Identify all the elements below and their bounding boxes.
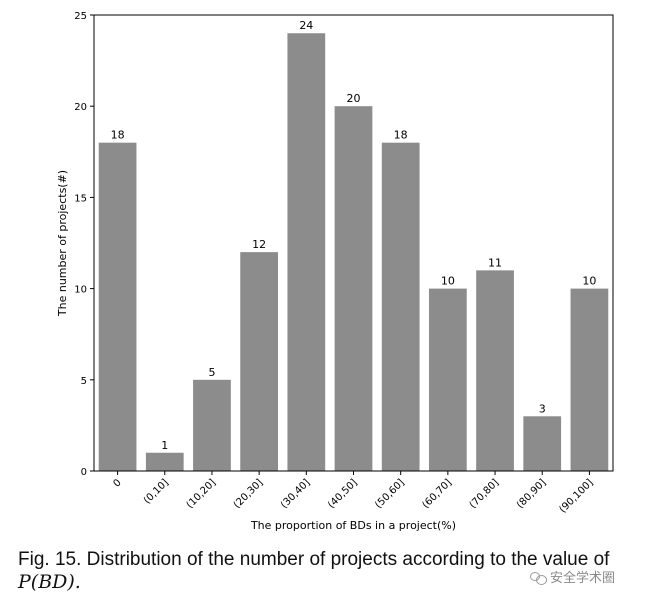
bar-value-label: 3 [539,402,546,415]
y-tick-label: 5 [81,376,87,387]
x-tick-label: 0 [111,477,123,489]
x-axis: 0 (0,10] (10,20] (20,30] (30,40] (40,50] (50,6… [111,471,596,515]
x-tick-label: (90,100] [557,477,595,515]
x-tick-label: (70,80] [468,477,502,511]
x-tick-label: (10,20] [185,477,219,511]
caption-text: Fig. 15. Distribution of the number of p… [18,549,610,570]
bar-value-label: 10 [441,275,455,288]
y-axis-label: The number of projects(#) [56,170,69,317]
y-tick-label: 20 [74,102,87,113]
bar-value-label: 10 [582,275,596,288]
x-axis-label: The proportion of BDs in a project(%) [250,519,456,532]
bar [240,252,279,471]
x-tick-label: (50,60] [373,477,407,511]
bar [381,142,420,471]
y-axis: 0 5 10 15 20 25 [74,11,94,478]
bar-value-label: 18 [394,129,408,142]
bar-value-label: 1 [161,439,168,452]
bar [523,416,562,471]
y-tick-label: 25 [74,11,87,22]
y-tick-label: 10 [74,285,87,296]
bar-value-label: 18 [111,129,125,142]
plot-frame [93,14,614,472]
x-tick-label: (0,10] [142,477,171,506]
x-tick-label: (30,40] [279,477,313,511]
y-tick-label: 0 [81,467,87,478]
watermark-text: 安全学术圈 [550,571,616,586]
watermark: 安全学术圈 [530,567,615,586]
bar [334,106,373,471]
bar-value-label: 24 [299,19,313,32]
bar-value-label: 20 [347,92,361,105]
x-tick-label: (40,50] [326,477,360,511]
bar [193,379,231,471]
figure-caption: Fig. 15. Distribution of the number of p… [18,548,658,594]
bar [98,142,137,471]
bar [428,288,467,471]
x-tick-label: (20,30] [232,477,266,511]
bar-value-label: 11 [488,256,502,269]
bar-value-label: 5 [208,366,215,379]
bar [476,270,514,471]
x-tick-label: (60,70] [420,477,454,511]
bar-value-label: 12 [252,238,266,251]
bar [287,33,326,472]
bar [570,288,609,471]
y-tick-label: 15 [74,193,87,204]
bar [145,452,184,471]
wechat-icon [530,570,547,585]
caption-math: P(BD). [18,571,81,593]
x-tick-label: (80,90] [515,477,549,511]
bars-group [98,33,609,472]
